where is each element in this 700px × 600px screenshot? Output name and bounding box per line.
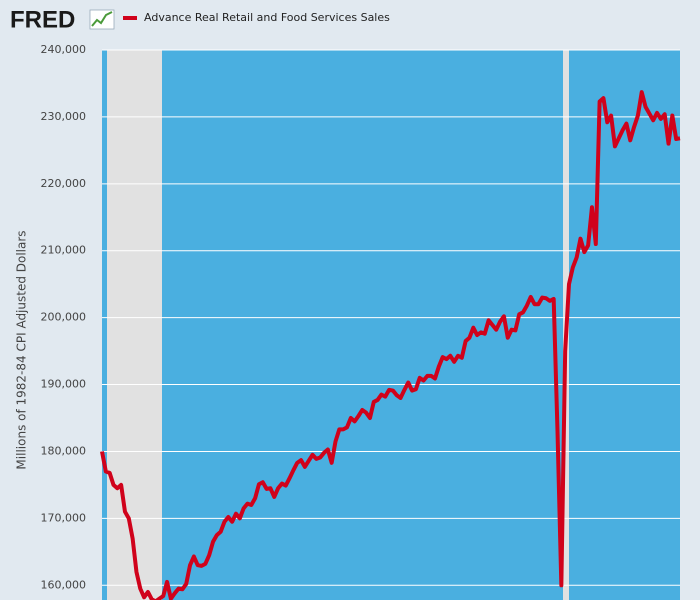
y-tick-label: 160,000 [41,578,87,591]
legend-label: Advance Real Retail and Food Services Sa… [144,11,390,24]
y-tick-label: 180,000 [41,444,87,457]
y-tick-label: 230,000 [41,110,87,123]
recession-shading [107,50,162,600]
logo: FRED [10,6,75,33]
y-tick-label: 240,000 [41,43,87,56]
y-tick-label: 200,000 [41,311,87,324]
y-tick-label: 190,000 [41,378,87,391]
logo-icon [89,9,115,30]
data-line [100,90,681,600]
plot-area [102,50,680,600]
y-axis-label: Millions of 1982-84 CPI Adjusted Dollars [15,230,29,469]
y-tick-label: 170,000 [41,511,87,524]
y-tick-label: 210,000 [41,244,87,257]
y-tick-label: 220,000 [41,177,87,190]
